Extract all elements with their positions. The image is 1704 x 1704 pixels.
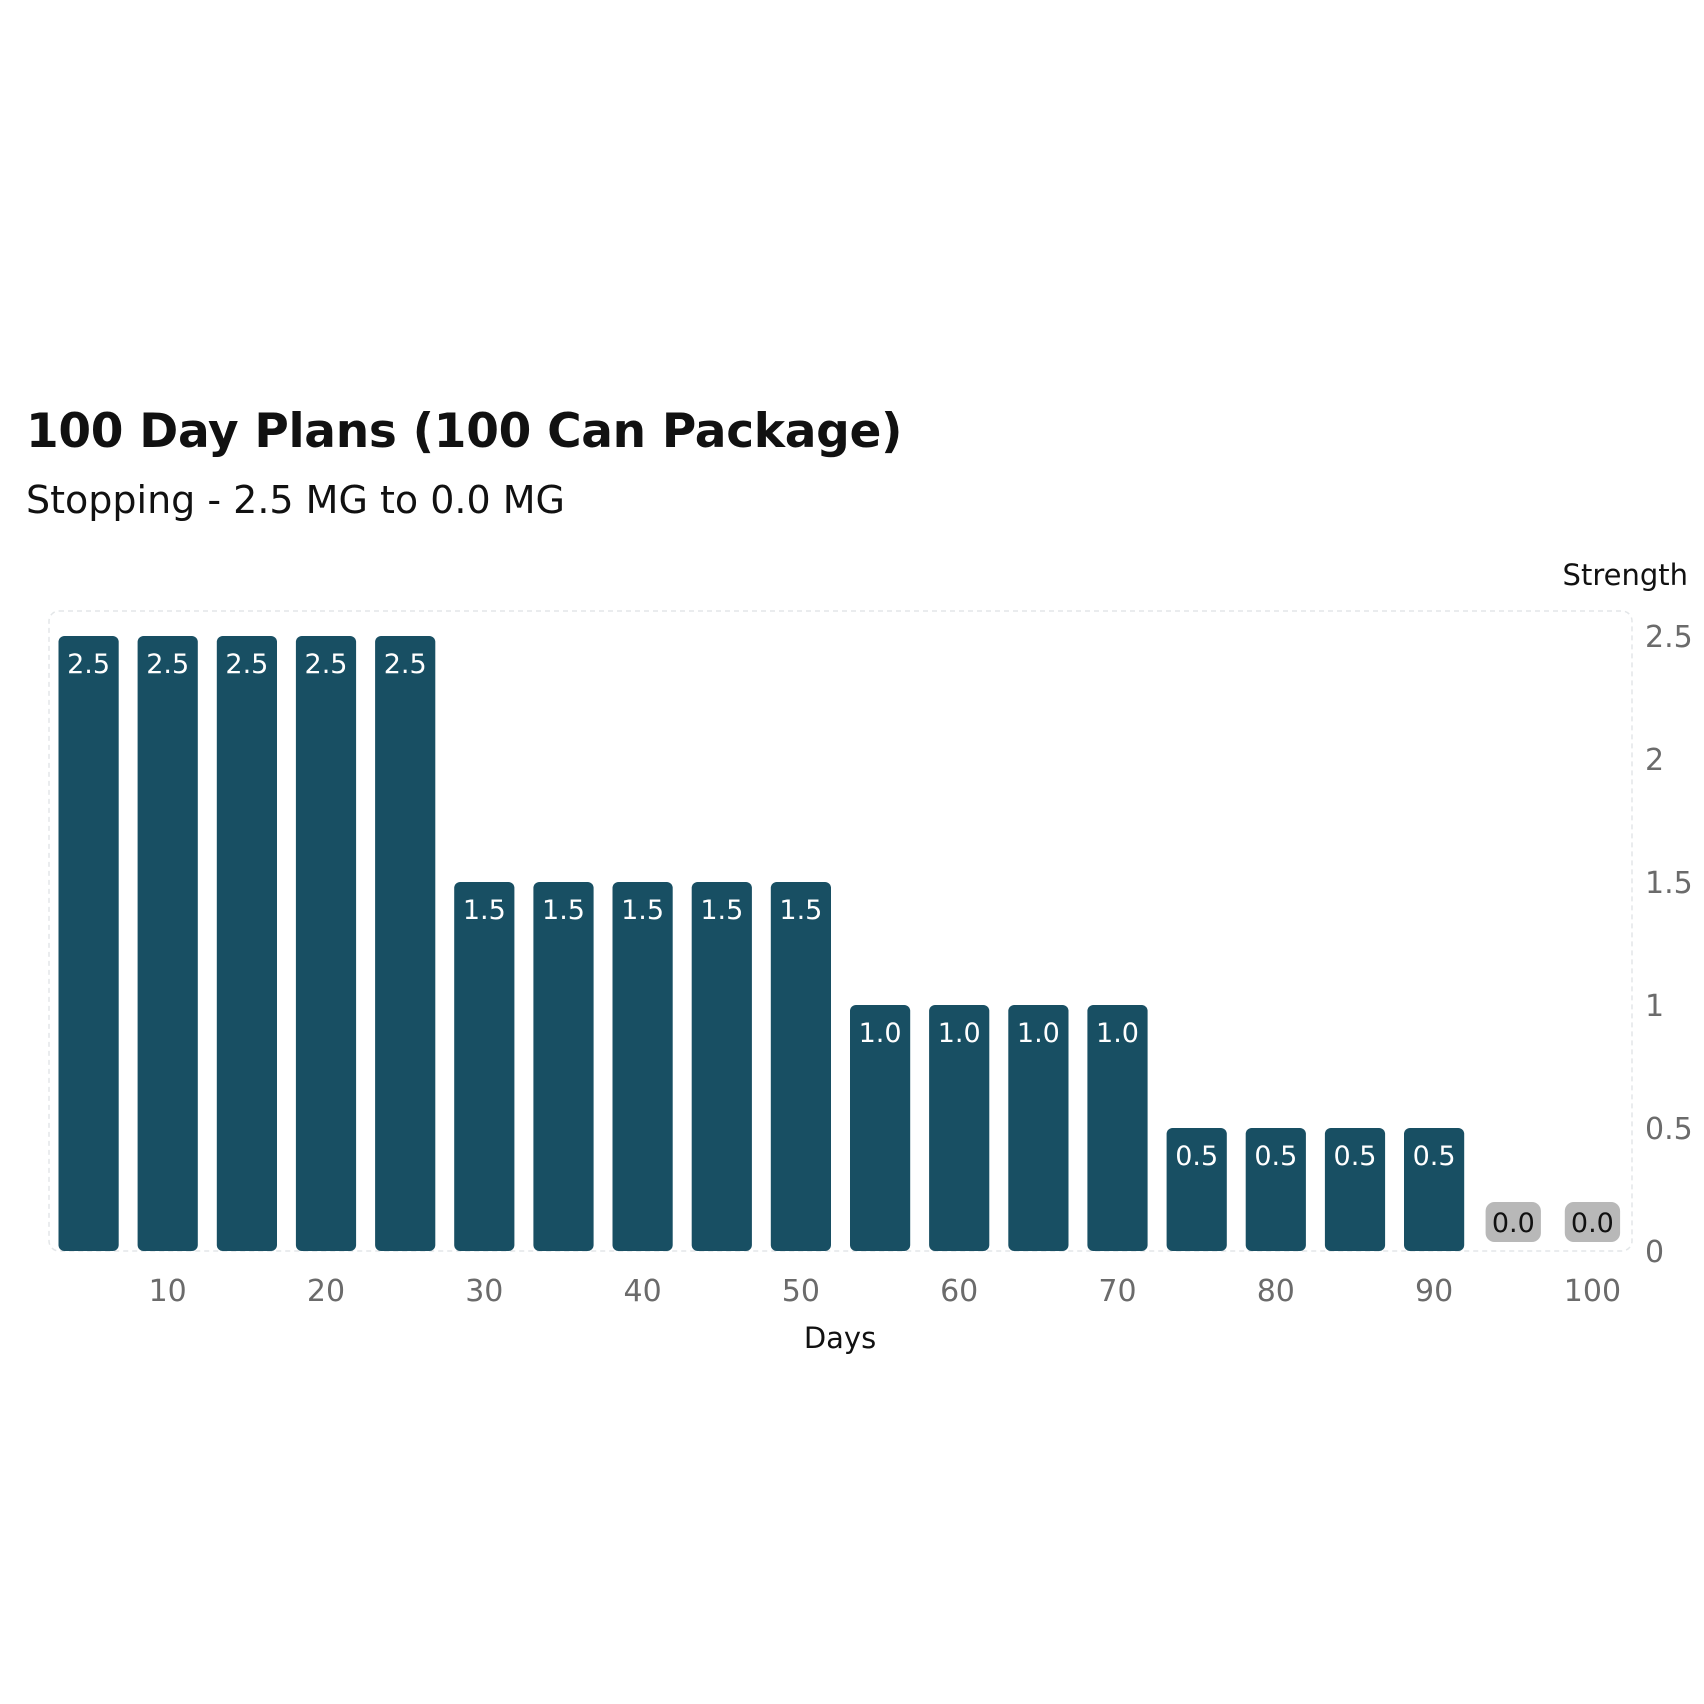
bar-zero-value — [1485, 1202, 1541, 1242]
y-tick-label: 1.5 — [1645, 866, 1693, 901]
bar-value-label: 1.0 — [1017, 1018, 1060, 1049]
bar — [216, 636, 277, 1251]
bar-value-label: 2.5 — [225, 649, 268, 680]
bar — [1245, 1128, 1306, 1251]
bar — [770, 882, 831, 1251]
x-tick-label: 100 — [1564, 1274, 1621, 1309]
chart-title: 100 Day Plans (100 Can Package) — [26, 404, 903, 459]
bar-zero-value — [1564, 1202, 1621, 1242]
bar — [454, 882, 515, 1251]
bar-value-label: 1.5 — [779, 895, 822, 926]
bar-value-label: 1.0 — [859, 1018, 902, 1049]
x-tick-label: 40 — [624, 1274, 662, 1309]
bar-value-label: 0.5 — [1254, 1141, 1297, 1172]
y-tick-label: 0 — [1645, 1235, 1664, 1270]
y-tick-label: 2.5 — [1645, 620, 1693, 655]
bar-value-label: 0.0 — [1492, 1208, 1535, 1239]
bar-value-label: 2.5 — [305, 649, 348, 680]
bar-value-label: 0.5 — [1175, 1141, 1218, 1172]
bar — [137, 636, 198, 1251]
bar — [850, 1005, 911, 1251]
bar — [612, 882, 673, 1251]
bars-layer: 2.5 2.5 2.5 2.5 2.5 1.5 1.5 1.5 1.5 1.5 1.0 1.0 1.0 1… — [58, 636, 1621, 1251]
bar-value-label: 2.5 — [384, 649, 427, 680]
chart-subtitle: Stopping - 2.5 MG to 0.0 MG — [26, 478, 565, 522]
x-axis-title: Days — [804, 1321, 876, 1355]
bar-value-label: 1.5 — [621, 895, 664, 926]
bar-value-label: 2.5 — [67, 649, 110, 680]
bar-value-label: 1.5 — [700, 895, 743, 926]
bar-value-label: 2.5 — [146, 649, 189, 680]
y-tick-label: 2 — [1645, 743, 1664, 778]
bar-value-label: 0.5 — [1413, 1141, 1456, 1172]
bar-value-label: 1.0 — [938, 1018, 981, 1049]
x-tick-label: 70 — [1098, 1274, 1136, 1309]
bar — [375, 636, 436, 1251]
x-tick-label: 10 — [149, 1274, 187, 1309]
bar — [1404, 1128, 1465, 1251]
bar-value-label: 0.0 — [1571, 1208, 1614, 1239]
x-tick-label: 90 — [1415, 1274, 1453, 1309]
bar — [533, 882, 594, 1251]
bar-value-label: 1.5 — [463, 895, 506, 926]
x-tick-label: 20 — [307, 1274, 345, 1309]
x-tick-label: 30 — [465, 1274, 503, 1309]
plot-area-border — [48, 610, 1633, 1252]
bar — [1166, 1128, 1227, 1251]
bar — [929, 1005, 990, 1251]
bar — [1008, 1005, 1069, 1251]
y-tick-label: 1 — [1645, 989, 1664, 1024]
bar — [295, 636, 357, 1251]
bar — [691, 882, 752, 1251]
bar-value-label: 0.5 — [1334, 1141, 1377, 1172]
bar — [1087, 1005, 1148, 1251]
bar-value-label: 1.5 — [542, 895, 585, 926]
y-axis-ticks: 0 0.5 1 1.5 2 2.5 — [1645, 620, 1693, 1270]
x-tick-label: 60 — [940, 1274, 978, 1309]
y-tick-label: 0.5 — [1645, 1112, 1693, 1147]
bar — [58, 636, 119, 1251]
y-axis-title: Strength — [1563, 558, 1688, 592]
x-tick-label: 80 — [1257, 1274, 1295, 1309]
x-tick-label: 50 — [782, 1274, 820, 1309]
bar — [1324, 1128, 1386, 1251]
bar-value-label: 1.0 — [1096, 1018, 1139, 1049]
x-axis-ticks: 10 20 30 40 50 60 70 80 90 100 — [149, 1274, 1621, 1309]
